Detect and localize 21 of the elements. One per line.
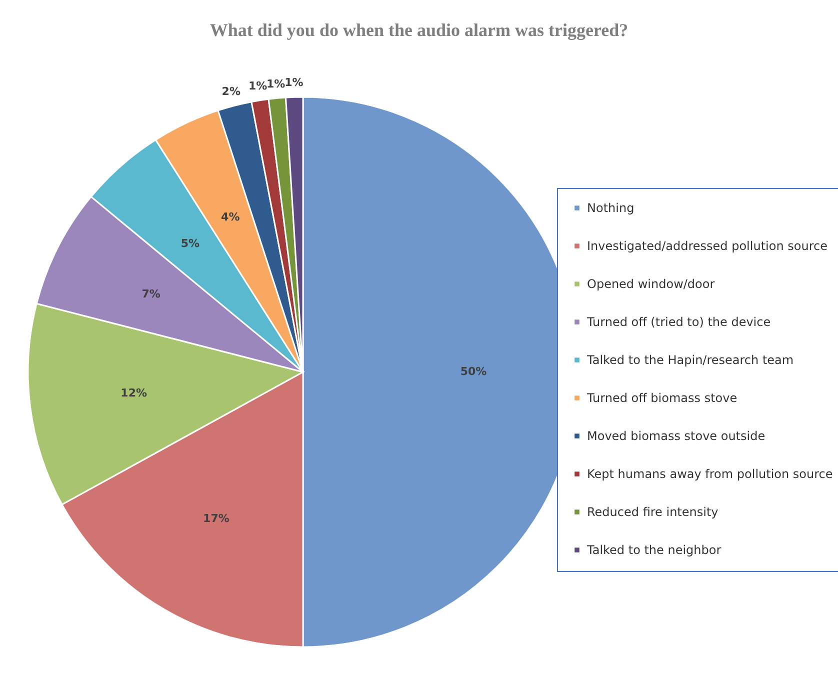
legend-label: Turned off biomass stove (586, 391, 738, 405)
legend-label: Moved biomass stove outside (587, 429, 766, 443)
data-label: 1% (284, 76, 304, 90)
data-label: 2% (222, 85, 240, 98)
data-label: 50% (460, 365, 487, 378)
data-label: 1% (266, 77, 286, 90)
chart-title: What did you do when the audio alarm was triggered? (210, 20, 628, 40)
legend-label: Talked to the neighbor (586, 543, 722, 557)
legend-label: Turned off (tried to) the device (586, 315, 771, 329)
data-label: 7% (142, 288, 160, 301)
data-label: 17% (203, 512, 230, 525)
legend-label: Opened window/door (587, 277, 715, 291)
legend-label: Talked to the Hapin/research team (586, 353, 794, 367)
data-label: 12% (120, 386, 148, 400)
legend-label: Nothing (587, 201, 634, 215)
legend-label: Kept humans away from pollution source (587, 467, 833, 481)
data-label: 4% (221, 210, 240, 224)
data-label: 5% (180, 237, 200, 250)
data-label: 1% (248, 80, 268, 93)
legend-label: Investigated/addressed pollution source (587, 239, 828, 253)
legend-label: Reduced fire intensity (587, 505, 718, 519)
